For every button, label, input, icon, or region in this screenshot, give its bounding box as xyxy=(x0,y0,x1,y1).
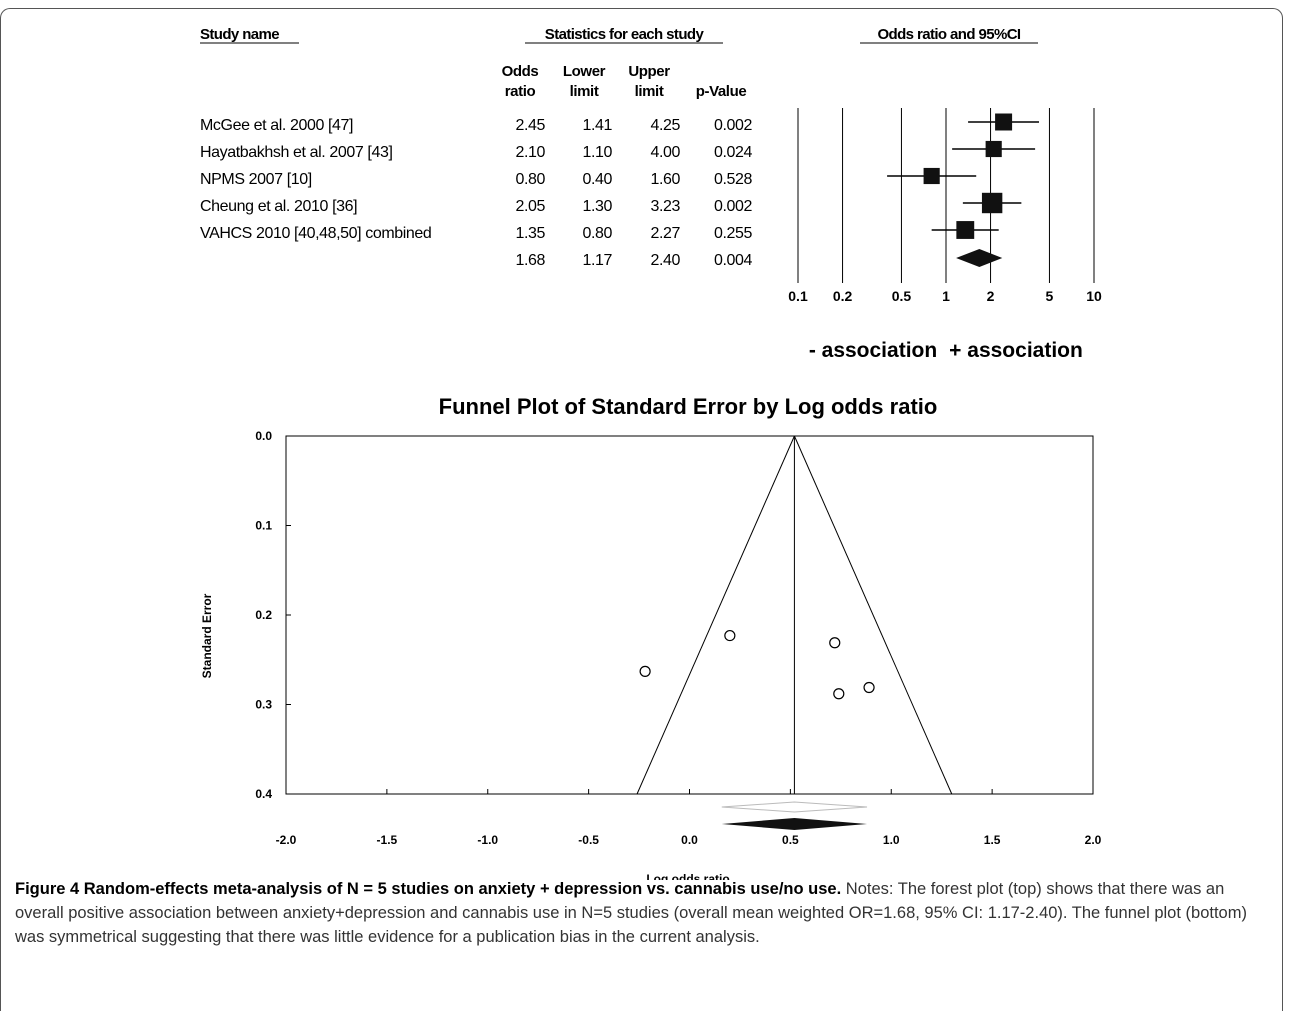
funnel-left-line xyxy=(637,436,794,794)
adjusted-summary-diamond xyxy=(722,802,867,812)
study-point-1 xyxy=(834,689,844,699)
x-tick-label: 1.0 xyxy=(883,833,900,847)
caption-title: Figure 4 Random-effects meta-analysis of… xyxy=(15,880,841,898)
funnel-frame xyxy=(286,436,1093,794)
y-tick-label: 0.3 xyxy=(255,698,272,712)
funnel-right-line xyxy=(794,436,951,794)
study-point-0 xyxy=(725,631,735,641)
observed-summary-diamond xyxy=(722,818,867,830)
y-tick-label: 0.1 xyxy=(255,519,272,533)
study-point-4 xyxy=(830,638,840,648)
funnel-title: Funnel Plot of Standard Error by Log odd… xyxy=(439,394,938,419)
x-tick-label: -1.0 xyxy=(477,833,498,847)
study-point-3 xyxy=(864,682,874,692)
x-tick-label: -1.5 xyxy=(377,833,398,847)
funnel-ticks: -2.0 -1.5 -1.0 -0.5 0.0 0.5 1.0 1.5 2.0 0.0 0.1 0.2… xyxy=(255,429,1101,847)
x-tick-label: 0.0 xyxy=(681,833,698,847)
x-tick-label: 2.0 xyxy=(1085,833,1102,847)
x-tick-label: 0.5 xyxy=(782,833,799,847)
y-tick-label: 0.2 xyxy=(255,608,272,622)
study-point-2 xyxy=(640,666,650,676)
x-tick-label: -2.0 xyxy=(276,833,297,847)
y-tick-label: 0.4 xyxy=(255,787,272,801)
x-tick-label: -0.5 xyxy=(578,833,599,847)
funnel-plot: Funnel Plot of Standard Error by Log odd… xyxy=(0,0,1292,880)
funnel-y-axis-label: Standard Error xyxy=(200,593,214,678)
figure-caption: Figure 4 Random-effects meta-analysis of… xyxy=(15,877,1277,949)
x-tick-label: 1.5 xyxy=(984,833,1001,847)
funnel-plot-area xyxy=(286,436,1093,830)
y-tick-label: 0.0 xyxy=(255,429,272,443)
